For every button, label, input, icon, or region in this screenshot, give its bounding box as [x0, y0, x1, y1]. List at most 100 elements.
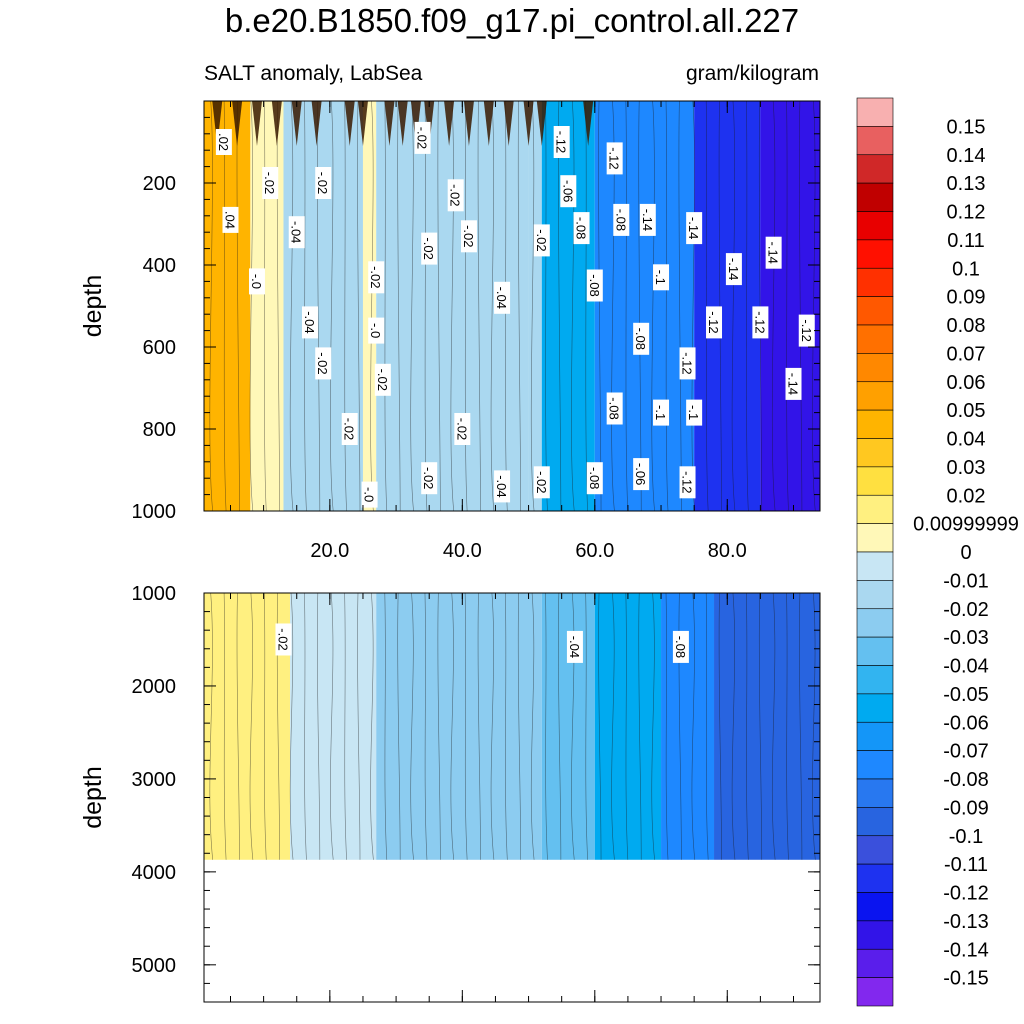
contour-label-box	[785, 367, 802, 400]
colorbar-label: 0.07	[947, 343, 986, 365]
contour-label-text: -.08	[673, 636, 688, 658]
contour-line	[799, 100, 803, 512]
colorbar-swatch	[856, 353, 894, 383]
contour-label-text: .04	[222, 211, 237, 229]
contour-label-text: -.08	[607, 397, 622, 419]
contour-label: .02	[215, 129, 232, 155]
colorbar-swatch	[856, 239, 894, 269]
field-band	[376, 593, 542, 860]
contour-label-text: -.12	[607, 147, 622, 169]
contour-label-text: -.04	[494, 287, 509, 309]
contour-line	[786, 592, 789, 860]
contour-label-text: -.02	[342, 418, 357, 440]
contour-label-text: -.08	[587, 467, 602, 489]
contour-label: -.08	[586, 462, 603, 495]
colorbar-swatch	[856, 835, 894, 865]
contour-label-text: -.02	[368, 266, 383, 288]
contour-line	[545, 592, 548, 860]
contour-label: -.14	[765, 236, 782, 269]
contour-line	[558, 592, 562, 860]
colorbar-label: 0	[960, 542, 971, 564]
contour-label-box	[765, 236, 782, 269]
contour-line	[490, 592, 495, 860]
contour-label: .04	[222, 206, 239, 233]
contour-line	[651, 592, 655, 860]
contour-label: -.14	[639, 203, 656, 236]
contour-label: -.02	[460, 220, 477, 253]
contour-line	[450, 592, 455, 860]
contour-label: -.04	[566, 630, 583, 663]
colorbar-label: 0.00999999	[913, 514, 1019, 536]
x-tick-label: 20.0	[310, 540, 349, 562]
contour-line	[665, 100, 669, 512]
colorbar-swatch	[856, 551, 894, 581]
contour-label-box	[679, 347, 696, 380]
colorbar-label: -0.14	[943, 939, 989, 961]
colorbar-label: -0.03	[943, 627, 989, 649]
contour-label-box	[361, 481, 378, 508]
surface-anomaly-spike	[232, 101, 243, 146]
contour-line	[437, 592, 441, 860]
contour-line	[249, 592, 254, 860]
contour-line	[705, 592, 709, 860]
y-tick-label: 200	[143, 173, 176, 195]
contour-label-text: -.12	[680, 471, 695, 493]
contour-label-box	[262, 167, 279, 199]
contour-label: -.14	[785, 367, 802, 400]
contour-line	[450, 100, 455, 512]
contour-label-text: -.02	[275, 628, 290, 650]
contour-label: -.02	[533, 224, 550, 257]
y-tick-label: 1000	[132, 501, 177, 523]
contour-line	[771, 100, 776, 512]
colorbar-swatch	[856, 863, 894, 893]
contour-line	[209, 100, 213, 512]
contour-label-text: -.08	[574, 217, 589, 239]
colorbar-label: -0.13	[943, 911, 989, 933]
contour-label: -.12	[798, 314, 815, 347]
contour-line	[384, 592, 388, 860]
contour-label: -.14	[725, 253, 742, 286]
contour-line	[571, 100, 575, 512]
contour-line	[477, 592, 481, 860]
contour-line	[505, 592, 508, 860]
contour-label-text: -.12	[680, 352, 695, 374]
contour-line	[718, 100, 722, 512]
contour-label: -.12	[606, 142, 623, 175]
contour-label: -.08	[613, 203, 630, 236]
contour-label: -.06	[560, 175, 577, 208]
contour-label: -.1	[686, 399, 703, 426]
colorbar-swatch	[856, 409, 894, 439]
contour-label: -.02	[368, 261, 385, 294]
contour-line	[397, 100, 401, 512]
colorbar-label: -0.1	[949, 826, 983, 848]
colorbar-label: -0.04	[943, 656, 989, 678]
surface-anomaly-spike	[271, 101, 282, 146]
contour-label-box	[752, 306, 769, 339]
contour-line	[611, 100, 615, 512]
contour-label: -.02	[414, 121, 431, 154]
contour-label-box	[374, 363, 391, 396]
contour-label: -.08	[633, 322, 650, 355]
contour-line	[530, 592, 535, 860]
units-subtitle: gram/kilogram	[685, 62, 819, 85]
contour-label-text: -.02	[315, 172, 330, 194]
contour-label: -.08	[586, 269, 603, 302]
contour-label-text: -.14	[640, 209, 655, 231]
contour-line	[263, 592, 267, 860]
colorbar-swatch	[856, 126, 894, 156]
field-band	[528, 101, 542, 511]
colorbar-label: -0.09	[943, 797, 989, 819]
colorbar-label: 0.13	[947, 173, 986, 195]
colorbar-label: 0.03	[947, 457, 986, 479]
field-band	[250, 101, 284, 511]
upper-panel: .02 -.02 .04 -.0 -.04 -.02 -.04 -.02 -.02 -.02 -.0…	[79, 100, 821, 562]
contour-label-box	[679, 466, 696, 499]
contour-label-box	[533, 466, 550, 499]
contour-line	[705, 100, 709, 512]
contour-label-text: -.08	[613, 209, 628, 231]
contour-label-box	[301, 306, 318, 339]
contour-label-box	[686, 399, 703, 426]
y-tick-label: 4000	[132, 862, 177, 884]
contour-label: -.02	[421, 232, 438, 265]
lower-panel: -.02 -.04 -.08 1000 2000 3000 4000 5000 depth	[79, 583, 821, 1003]
